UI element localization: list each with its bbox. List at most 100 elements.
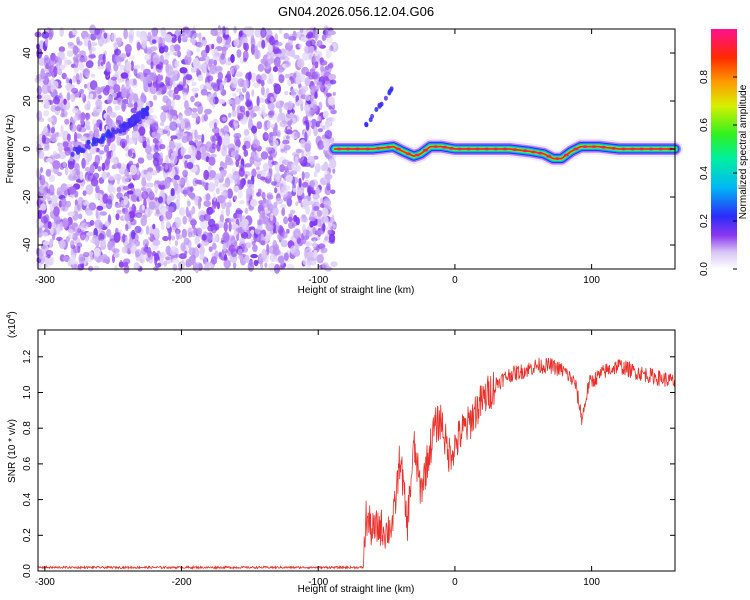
noise-blob bbox=[146, 182, 154, 188]
signal-peak bbox=[648, 147, 654, 151]
signal-peak bbox=[345, 147, 351, 151]
spectrogram-y-axis-label: Frequency (Hz) bbox=[5, 115, 16, 184]
noise-blob bbox=[127, 149, 133, 157]
faint-line-blob bbox=[127, 118, 132, 124]
noise-blob bbox=[300, 36, 309, 42]
noise-blob bbox=[78, 253, 85, 265]
noise-blob bbox=[252, 244, 258, 253]
noise-blob bbox=[292, 187, 298, 193]
noise-blob bbox=[192, 87, 197, 96]
noise-blob bbox=[85, 237, 89, 242]
noise-blob bbox=[317, 140, 325, 150]
noise-blob bbox=[306, 200, 314, 205]
noise-blob bbox=[265, 87, 270, 95]
noise-blob bbox=[302, 52, 310, 61]
noise-blob bbox=[262, 216, 270, 225]
noise-blob bbox=[148, 236, 155, 241]
noise-blob bbox=[127, 174, 135, 180]
noise-blob bbox=[99, 211, 108, 216]
noise-blob bbox=[63, 98, 67, 105]
snr-x-ticks: -300 -200 -100 0 100 bbox=[35, 330, 600, 588]
noise-blob bbox=[286, 135, 290, 140]
noise-blob bbox=[114, 105, 121, 111]
noise-blob bbox=[90, 73, 96, 78]
noise-blob bbox=[117, 177, 120, 185]
noise-blob bbox=[184, 108, 193, 117]
noise-blob bbox=[289, 112, 294, 119]
noise-blob bbox=[72, 56, 77, 61]
colorbar-tick-label: 0.8 bbox=[699, 70, 710, 84]
signal-peak bbox=[336, 147, 342, 151]
noise-blob bbox=[191, 81, 197, 86]
noise-blob bbox=[86, 231, 94, 237]
noise-blob bbox=[45, 38, 49, 47]
noise-blob bbox=[324, 233, 330, 243]
noise-blob bbox=[41, 134, 47, 144]
noise-blob bbox=[59, 27, 64, 37]
noise-blob bbox=[328, 233, 336, 243]
noise-blob bbox=[110, 150, 116, 159]
noise-blob bbox=[162, 235, 169, 242]
noise-blob bbox=[151, 39, 157, 44]
noise-blob bbox=[79, 56, 86, 63]
noise-blob bbox=[115, 213, 120, 221]
noise-blob bbox=[135, 249, 142, 257]
signal-peak bbox=[554, 157, 561, 161]
noise-blob bbox=[241, 218, 249, 227]
faint-line-blob bbox=[106, 129, 111, 135]
noise-blob bbox=[133, 64, 141, 70]
noise-blob bbox=[40, 216, 49, 224]
noise-blob bbox=[152, 65, 157, 74]
noise-blob bbox=[42, 241, 50, 246]
noise-blob bbox=[327, 229, 332, 235]
noise-blob bbox=[215, 173, 222, 180]
noise-blob bbox=[317, 53, 321, 64]
noise-blob bbox=[174, 94, 181, 101]
noise-blob bbox=[124, 168, 130, 177]
noise-blob bbox=[168, 88, 172, 98]
noise-blob bbox=[298, 177, 302, 188]
noise-blob bbox=[321, 34, 327, 41]
noise-blob bbox=[265, 146, 272, 152]
noise-blob bbox=[125, 80, 131, 90]
noise-blob bbox=[75, 170, 81, 175]
noise-blob bbox=[90, 42, 98, 47]
noise-blob bbox=[159, 152, 163, 160]
noise-blob bbox=[209, 170, 217, 179]
noise-blob bbox=[196, 47, 200, 53]
noise-blob bbox=[129, 164, 137, 176]
noise-blob bbox=[231, 77, 239, 85]
noise-blob bbox=[325, 26, 329, 37]
noise-blob bbox=[79, 88, 85, 95]
noise-blob bbox=[139, 75, 146, 82]
noise-blob bbox=[97, 228, 104, 235]
noise-blob bbox=[276, 129, 282, 138]
noise-blob bbox=[164, 34, 173, 43]
noise-blob bbox=[113, 252, 120, 258]
noise-blob bbox=[201, 62, 208, 74]
noise-blob bbox=[332, 91, 336, 96]
noise-blob bbox=[57, 50, 65, 61]
noise-blob bbox=[74, 204, 82, 213]
noise-blob bbox=[132, 78, 137, 86]
noise-blob bbox=[278, 112, 286, 121]
noise-blob bbox=[208, 58, 215, 65]
noise-blob bbox=[81, 157, 86, 169]
noise-blob bbox=[158, 87, 163, 95]
noise-blob bbox=[149, 190, 154, 198]
faint-line-blob bbox=[134, 115, 139, 121]
noise-blob bbox=[314, 91, 318, 99]
noise-blob bbox=[294, 156, 299, 167]
noise-blob bbox=[239, 105, 246, 113]
noise-blob bbox=[155, 209, 160, 215]
y-tick-label: 1.0 bbox=[22, 385, 33, 399]
noise-blob bbox=[274, 162, 281, 173]
noise-blob bbox=[184, 250, 188, 255]
noise-blob bbox=[180, 32, 188, 42]
noise-blob bbox=[256, 121, 263, 130]
noise-blob bbox=[281, 207, 286, 217]
noise-blob bbox=[216, 201, 220, 210]
noise-blob bbox=[222, 183, 230, 188]
noise-blob bbox=[310, 85, 318, 90]
noise-blob bbox=[220, 46, 229, 51]
